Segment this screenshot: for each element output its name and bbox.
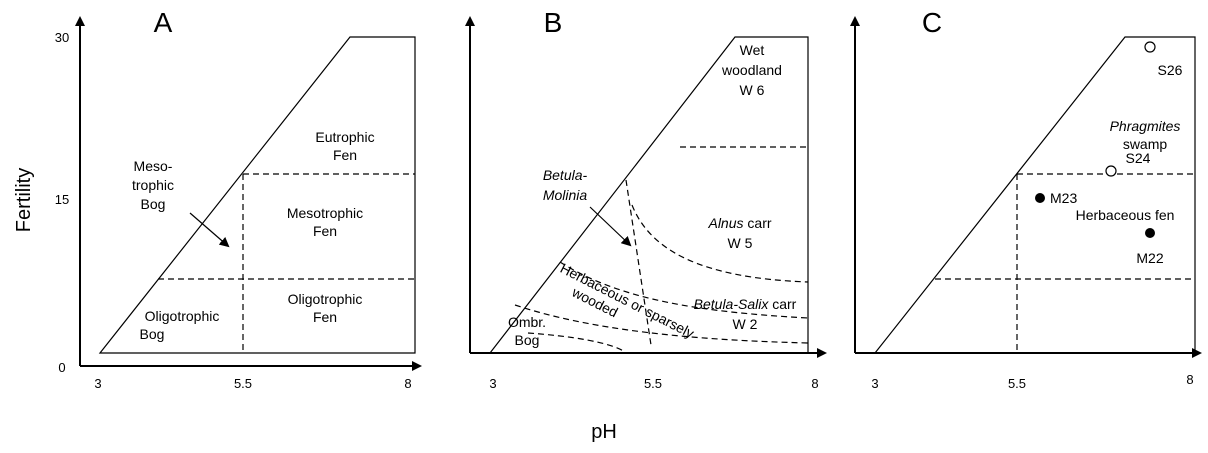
label: carr <box>744 215 772 231</box>
point-label: M23 <box>1050 190 1077 206</box>
label: trophic <box>132 177 174 193</box>
shape <box>1145 228 1155 238</box>
y-tick: 0 <box>58 360 65 375</box>
label: Molinia <box>543 187 588 203</box>
x-tick: 5.5 <box>1008 376 1026 391</box>
label: Eutrophic <box>315 129 374 145</box>
label: Betula- Molinia <box>543 167 588 203</box>
label: Betula-Salix <box>694 296 770 312</box>
y-axis-label: Fertility <box>13 168 35 232</box>
label: Meso-trophic Bog <box>132 158 174 212</box>
label: Meso- <box>134 158 173 174</box>
shape <box>935 173 1195 353</box>
shape <box>488 36 809 354</box>
label: carr <box>768 296 796 312</box>
label: Mesotrophic Fen <box>287 205 363 239</box>
point-label: S26 <box>1158 62 1183 78</box>
shape <box>1105 165 1117 177</box>
shape <box>1144 41 1156 53</box>
label: Bog <box>515 332 540 348</box>
label: Eutrophic Fen <box>315 129 374 163</box>
point-label: M22 <box>1136 250 1163 266</box>
shape <box>98 36 416 354</box>
label: Fen <box>333 147 357 163</box>
label: Betula-Salix carr W 2 <box>694 296 797 332</box>
x-tick: 5.5 <box>234 376 252 391</box>
y-tick: 15 <box>55 192 69 207</box>
label: Betula- <box>543 167 588 183</box>
panel-b: B 3 5.5 8 Wet woodland W 6 Alnus carr W 5 B… <box>465 7 827 391</box>
shape <box>589 206 632 247</box>
shape <box>158 173 415 353</box>
label: Phragmites swamp <box>1110 118 1181 152</box>
label: Ombr. <box>508 314 546 330</box>
label: Oligotrophic <box>288 291 363 307</box>
label: Ombr. Bog <box>508 314 546 348</box>
x-tick: 8 <box>1186 372 1193 387</box>
label: Wet <box>740 42 765 58</box>
x-tick: 3 <box>489 376 496 391</box>
label: Mesotrophic <box>287 205 363 221</box>
shape <box>873 36 1196 354</box>
x-axis-label: pH <box>591 421 617 443</box>
label: Wet woodland W 6 <box>721 42 782 98</box>
label: Fen <box>313 223 337 239</box>
x-tick: 8 <box>811 376 818 391</box>
label: Herbaceous or sparselywooded <box>551 260 697 356</box>
panel-a: A 30 15 0 3 5.5 8 Eutrophic Fen Meso-trop… <box>55 7 422 391</box>
x-tick: 5.5 <box>644 376 662 391</box>
label: Oligotrophic <box>145 308 220 324</box>
label: Oligotrophic Bog <box>140 308 220 342</box>
label: Fen <box>313 309 337 325</box>
label: Herbaceous fen <box>1076 207 1175 223</box>
point-label: S24 <box>1126 150 1151 166</box>
panel-letter: A <box>154 7 173 38</box>
label: Bog <box>141 196 166 212</box>
label: swamp <box>1123 136 1168 152</box>
panel-c: C 3 5.5 8 S26 S24 M23 M22 Phragmites swam… <box>850 7 1202 391</box>
x-tick: 8 <box>404 376 411 391</box>
label: Bog <box>140 326 165 342</box>
panel-letter: C <box>922 7 942 38</box>
x-tick: 3 <box>871 376 878 391</box>
label: Phragmites <box>1110 118 1181 134</box>
shape <box>514 146 809 353</box>
shape <box>1035 193 1045 203</box>
label: W 2 <box>733 316 758 332</box>
label: Oligotrophic Fen <box>288 291 363 325</box>
shape <box>189 212 230 248</box>
panel-letter: B <box>544 7 563 38</box>
label: W 6 <box>740 82 765 98</box>
label: woodland <box>721 62 782 78</box>
x-tick: 3 <box>94 376 101 391</box>
label: Alnus <box>707 215 743 231</box>
label: W 5 <box>728 235 753 251</box>
label: Alnus carr W 5 <box>707 215 771 251</box>
y-tick: 30 <box>55 30 69 45</box>
